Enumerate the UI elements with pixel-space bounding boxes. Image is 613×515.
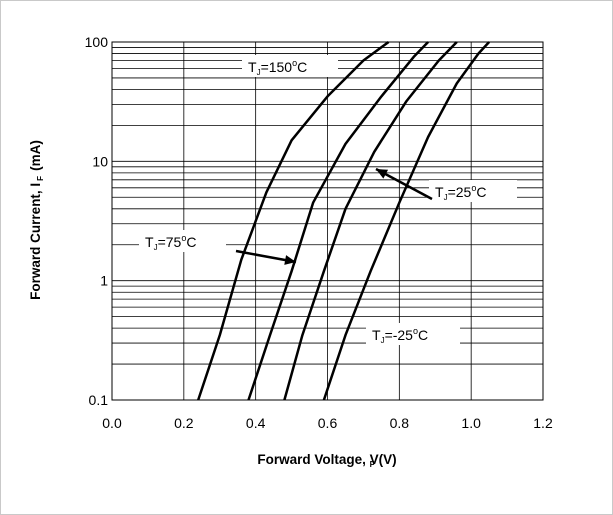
y-tick-label: 100 bbox=[85, 34, 109, 50]
series-label: TJ=-25oC bbox=[372, 326, 428, 345]
series-label: TJ=25oC bbox=[435, 183, 486, 202]
x-tick-label: 0.8 bbox=[390, 415, 410, 431]
annotation-arrow-head bbox=[284, 255, 296, 265]
y-tick-label: 0.1 bbox=[89, 392, 109, 408]
series-label-bg bbox=[366, 323, 460, 345]
x-tick-label: 0.4 bbox=[246, 415, 266, 431]
annotation-arrow-head bbox=[376, 169, 389, 179]
plot-border bbox=[111, 41, 544, 401]
tick-labels: 0.0 0.2 0.4 0.6 0.8 1.0 1.2 0.1 1 10 100 bbox=[85, 34, 553, 431]
y-tick-label: 10 bbox=[92, 153, 108, 169]
annotations: TJ=150oC TJ=75oC TJ=25oC TJ=-25oC bbox=[139, 55, 517, 345]
x-tick-label: 0.2 bbox=[174, 415, 194, 431]
y-tick-label: 1 bbox=[100, 273, 108, 289]
x-tick-label: 1.0 bbox=[461, 415, 481, 431]
series-line-1 bbox=[247, 41, 429, 401]
series-line-2 bbox=[283, 41, 458, 401]
series-line-3 bbox=[322, 41, 491, 401]
series-label: TJ=75oC bbox=[145, 233, 196, 252]
series-label-bg bbox=[139, 230, 226, 252]
series-label: TJ=150oC bbox=[248, 58, 307, 77]
x-tick-label: 1.2 bbox=[533, 415, 553, 431]
series-lines bbox=[197, 40, 491, 401]
series-label-bg bbox=[242, 55, 338, 77]
x-tick-label: 0.6 bbox=[318, 415, 338, 431]
x-tick-label: 0.0 bbox=[102, 415, 122, 431]
y-axis-title: Forward Current, IF(mA) bbox=[28, 140, 45, 300]
x-axis-title: Forward Voltage, FV(V) bbox=[257, 452, 396, 469]
series-line-0 bbox=[197, 40, 390, 401]
series-label-bg bbox=[429, 180, 517, 202]
